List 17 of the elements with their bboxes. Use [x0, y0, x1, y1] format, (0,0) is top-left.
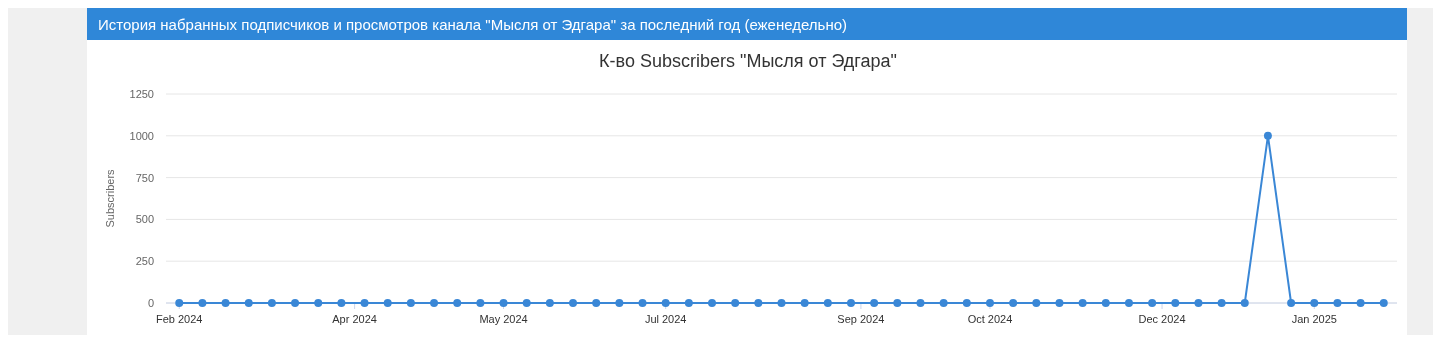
- y-axis-title: Subscribers: [104, 168, 116, 228]
- x-tick-label: Feb 2024: [155, 313, 203, 325]
- x-tick-label: Oct 2024: [967, 313, 1013, 325]
- y-tick-label: 500: [135, 213, 154, 226]
- x-tick-label: Jul 2024: [644, 313, 687, 325]
- chart-title: История набранных подписчиков и просмотров канала "Мысля от Эдгара" за последний год (еженедельно): [98, 16, 848, 33]
- y-tick-label: 250: [135, 255, 154, 268]
- chart-subtitle: К-во Subscribers "Мысля от Эдгара": [599, 51, 897, 71]
- y-tick-label: 0: [147, 297, 154, 309]
- x-tick-label: Apr 2024: [332, 313, 377, 325]
- y-tick-label: 750: [135, 171, 154, 184]
- x-tick-label: May 2024: [479, 313, 528, 325]
- y-tick-label: 1250: [129, 88, 154, 100]
- x-tick-label: Sep 2024: [837, 313, 885, 325]
- x-tick-label: Jan 2025: [1291, 313, 1337, 325]
- y-tick-label: 1000: [129, 129, 154, 142]
- x-tick-label: Dec 2024: [1138, 313, 1186, 325]
